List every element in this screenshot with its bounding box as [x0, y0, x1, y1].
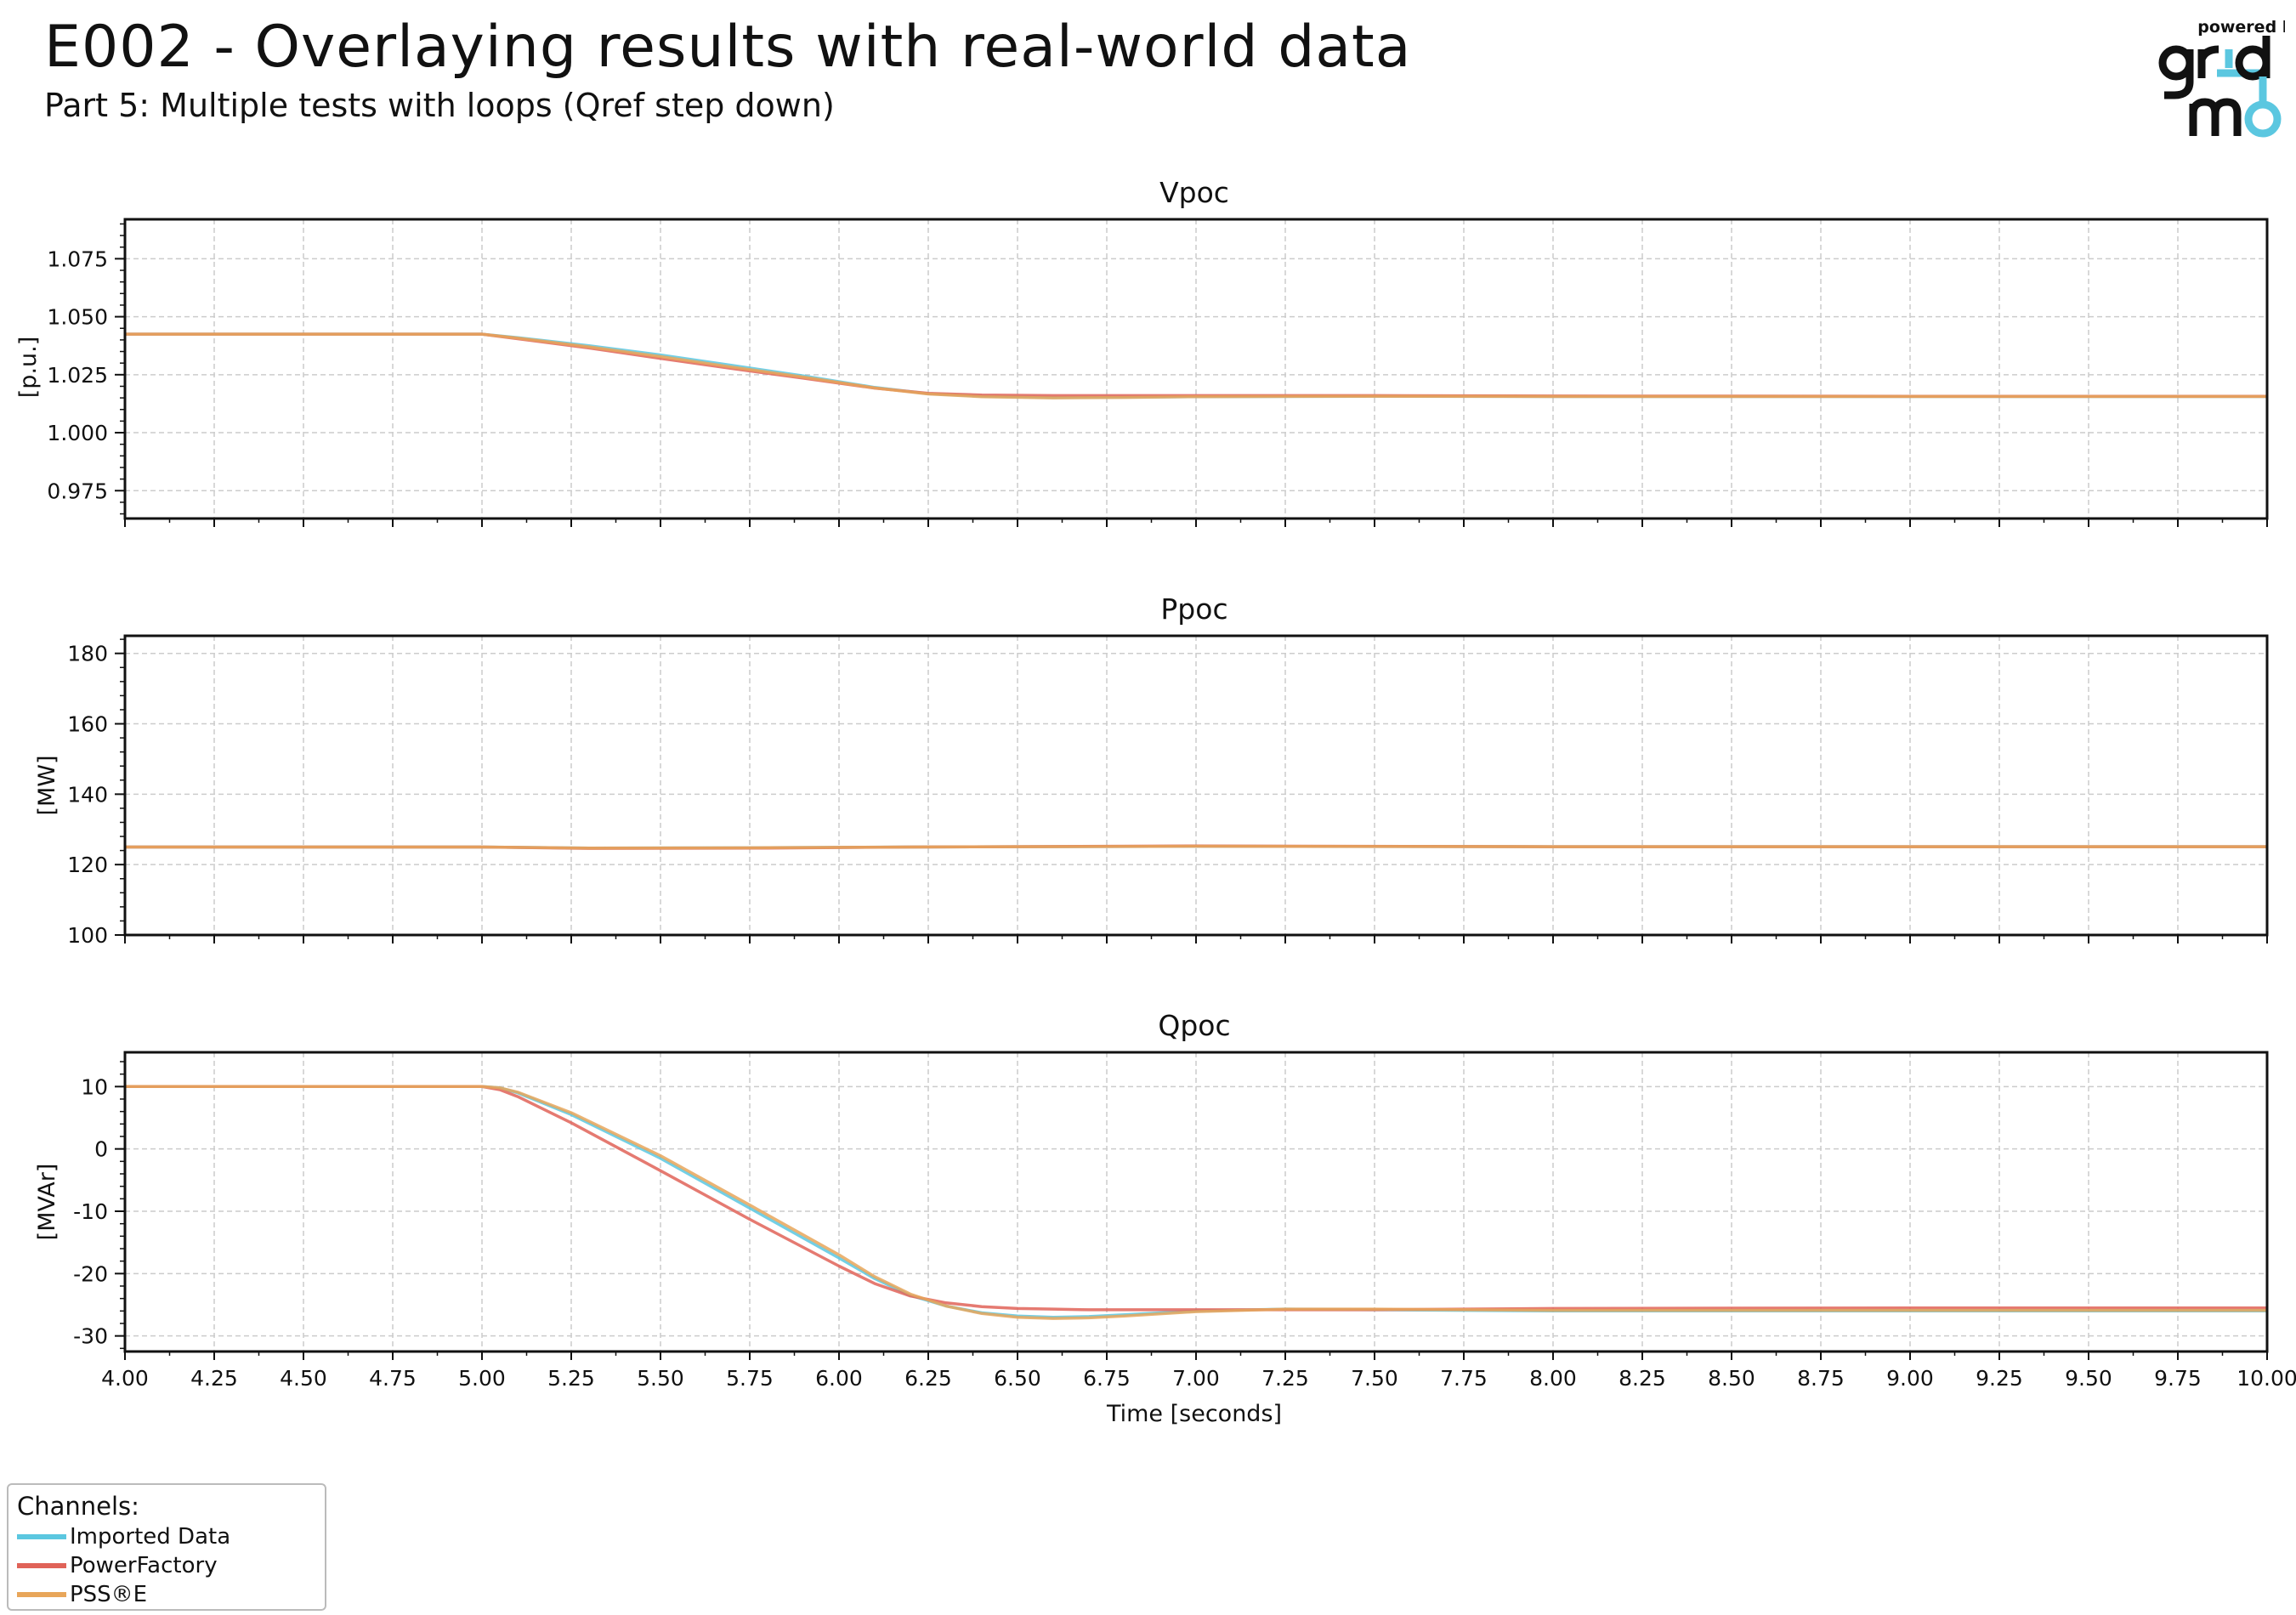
ppoc-series-pss-e [125, 844, 2267, 850]
vpoc-y-tick-label: 1.025 [47, 363, 108, 388]
x-tick-label: 5.00 [458, 1366, 506, 1391]
vpoc-panel-title: Vpoc [1159, 176, 1229, 209]
qpoc-y-tick-label: -10 [73, 1199, 108, 1224]
qpoc-y-tick-label: 0 [94, 1137, 108, 1162]
x-tick-label: 9.75 [2154, 1366, 2202, 1391]
legend-swatch [17, 1534, 66, 1539]
vpoc-series-pss-e [125, 332, 2267, 400]
vpoc-y-axis-label: [p.u.] [15, 337, 42, 398]
ppoc-y-tick-label: 120 [67, 853, 108, 877]
qpoc-y-tick-label: -30 [73, 1324, 108, 1349]
x-tick-label: 5.75 [726, 1366, 774, 1391]
legend-swatch [17, 1563, 66, 1568]
x-tick-label: 9.25 [1976, 1366, 2023, 1391]
ppoc-y-tick-label: 140 [67, 782, 108, 807]
vpoc-y-tick-label: 1.075 [47, 246, 108, 271]
qpoc-y-axis-label: [MVAr] [34, 1164, 60, 1241]
logo-powered-by-text: powered by [2197, 18, 2285, 37]
legend-label: PSS®E [70, 1582, 148, 1607]
qpoc-y-tick-label: 10 [81, 1074, 108, 1099]
x-tick-label: 8.75 [1797, 1366, 1845, 1391]
x-tick-label: 8.50 [1708, 1366, 1755, 1391]
ppoc-y-tick-label: 180 [67, 642, 108, 666]
x-tick-label: 7.25 [1261, 1366, 1309, 1391]
qpoc-panel-title: Qpoc [1158, 1009, 1230, 1042]
legend-item-psse: PSS®E [17, 1580, 147, 1609]
qpoc-y-tick-label: -20 [73, 1261, 108, 1286]
page-subtitle: Part 5: Multiple tests with loops (Qref … [44, 87, 835, 124]
legend-title: Channels: [17, 1492, 139, 1521]
x-tick-label: 9.00 [1886, 1366, 1934, 1391]
vpoc-grid [125, 219, 2267, 518]
x-tick-label: 7.00 [1172, 1366, 1220, 1391]
vpoc-y-tick-label: 0.975 [47, 479, 108, 503]
x-tick-label: 6.00 [815, 1366, 863, 1391]
x-tick-label: 10.00 [2236, 1366, 2296, 1391]
qpoc-series-pss-e [125, 1085, 2267, 1320]
x-tick-label: 8.25 [1619, 1366, 1666, 1391]
legend-item-powerfactory: PowerFactory [17, 1551, 218, 1580]
qpoc-panel: Qpoc [MVAr] Time [seconds] -30 -20 -10 0 10 4… [34, 1009, 2296, 1427]
x-tick-label: 4.50 [280, 1366, 327, 1391]
x-tick-label: 4.00 [101, 1366, 149, 1391]
vpoc-panel: Vpoc [p.u.] 0.975 1.000 1.025 1.050 1.075 [15, 176, 2269, 527]
legend-swatch [17, 1592, 66, 1597]
x-tick-label: 4.25 [190, 1366, 238, 1391]
x-tick-label: 6.75 [1083, 1366, 1131, 1391]
x-tick-label: 7.50 [1351, 1366, 1398, 1391]
ppoc-grid [125, 636, 2267, 936]
ppoc-y-tick-label: 160 [67, 712, 108, 737]
x-tick-label: 6.25 [904, 1366, 952, 1391]
x-axis-label: Time [seconds] [1106, 1401, 1282, 1427]
gridmo-logo: powered by [2158, 18, 2285, 138]
ppoc-y-tick-label: 100 [67, 923, 108, 948]
legend-label: Imported Data [70, 1524, 231, 1550]
legend-item-imported-data: Imported Data [17, 1522, 230, 1551]
vpoc-y-tick-label: 1.050 [47, 305, 108, 330]
x-tick-label: 6.50 [994, 1366, 1041, 1391]
x-tick-label: 7.75 [1440, 1366, 1488, 1391]
ppoc-panel: Ppoc [MW] 100 120 140 160 180 [34, 592, 2269, 948]
page-title: E002 - Overlaying results with real-worl… [44, 14, 1412, 81]
legend-label: PowerFactory [70, 1553, 218, 1578]
x-tick-label: 5.50 [637, 1366, 684, 1391]
legend: Channels: Imported Data PowerFactory PSS… [7, 1483, 326, 1611]
x-tick-label: 4.75 [369, 1366, 417, 1391]
x-tick-label: 5.25 [547, 1366, 595, 1391]
ppoc-y-axis-label: [MW] [34, 755, 60, 815]
vpoc-y-tick-label: 1.000 [47, 421, 108, 445]
x-tick-label: 8.00 [1529, 1366, 1577, 1391]
x-tick-label: 9.50 [2065, 1366, 2112, 1391]
ppoc-panel-title: Ppoc [1160, 592, 1227, 626]
